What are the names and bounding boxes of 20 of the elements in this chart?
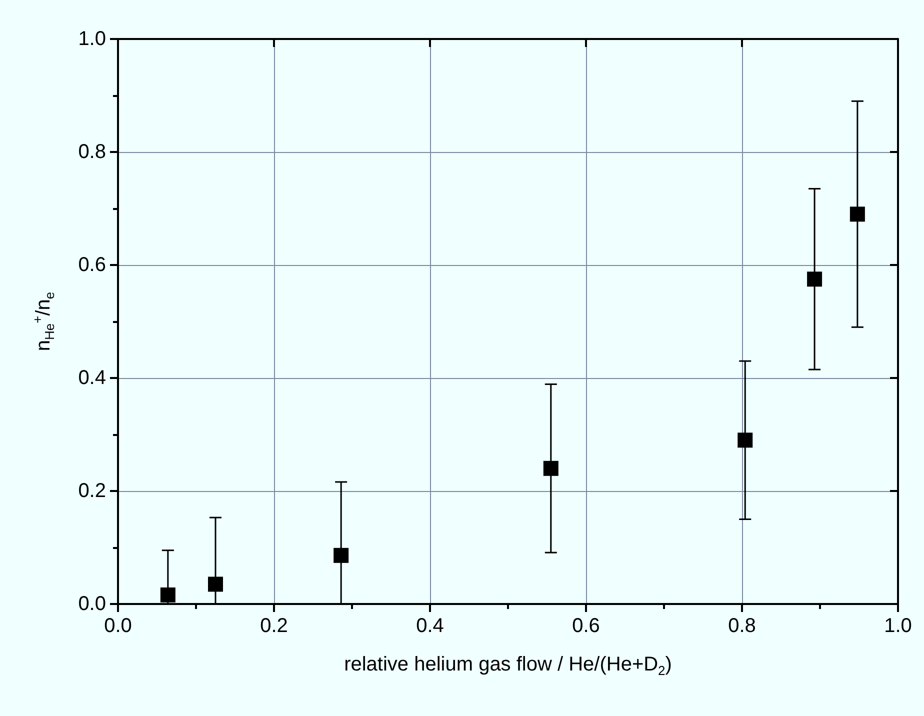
y-tick-label: 1.0 bbox=[78, 28, 106, 50]
point bbox=[543, 460, 558, 476]
x-tick-label: 0.2 bbox=[260, 615, 288, 637]
y-axis-title: nHe+/ne bbox=[30, 292, 57, 352]
x-tick-label: 0.8 bbox=[728, 615, 756, 637]
point bbox=[208, 576, 223, 592]
x-tick-label: 1.0 bbox=[884, 615, 912, 637]
y-tick-label: 0.2 bbox=[78, 480, 106, 502]
y-tick-label: 0.8 bbox=[78, 141, 106, 163]
point bbox=[738, 432, 753, 448]
y-tick-label: 0.0 bbox=[78, 593, 106, 615]
point bbox=[807, 272, 822, 287]
x-tick-label: 0.6 bbox=[572, 615, 600, 637]
x-tick-label: 0.4 bbox=[416, 615, 444, 637]
point bbox=[850, 206, 865, 222]
point bbox=[334, 548, 349, 563]
y-tick-label: 0.4 bbox=[78, 367, 106, 389]
x-tick-label: 0.0 bbox=[104, 615, 132, 637]
y-tick-label: 0.6 bbox=[78, 254, 106, 276]
point bbox=[160, 587, 176, 602]
